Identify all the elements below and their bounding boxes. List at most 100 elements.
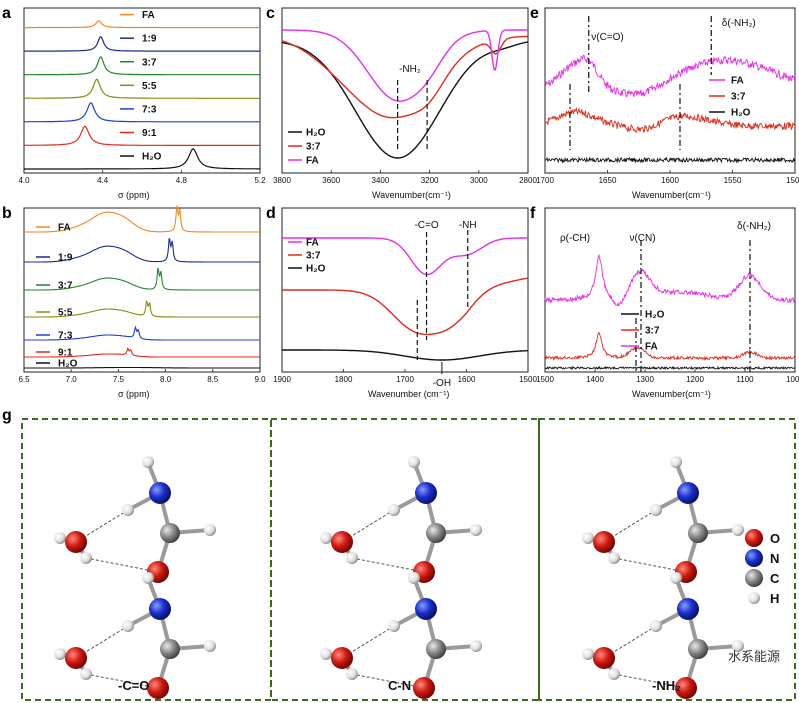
atom-h xyxy=(470,640,482,652)
annotation-label: ρ(-CH) xyxy=(560,233,590,244)
atom-o xyxy=(675,677,697,699)
atom-h xyxy=(670,572,682,584)
series-line xyxy=(544,54,796,98)
panel-e-label: e xyxy=(530,5,539,22)
legend-atom-label: C xyxy=(770,571,780,586)
atom-h xyxy=(320,648,332,660)
x-tick-label: 1700 xyxy=(396,375,414,384)
annotation-label: -OH xyxy=(433,378,451,389)
atom-h xyxy=(582,648,594,660)
legend-label: H₂O xyxy=(731,108,751,119)
atom-o xyxy=(331,531,353,553)
atom-h xyxy=(346,552,358,564)
atom-h xyxy=(732,524,744,536)
mol-caption-1: -C=O xyxy=(118,678,149,693)
mol-box-1 xyxy=(21,418,272,701)
panel-a-series xyxy=(24,20,260,170)
atom-h xyxy=(122,620,134,632)
series-line xyxy=(544,331,796,361)
hbond xyxy=(85,557,159,573)
panel-f-label: f xyxy=(530,205,536,222)
series-line xyxy=(282,29,528,102)
atom-c xyxy=(426,639,446,659)
series-line xyxy=(544,365,796,370)
x-tick-label: 1550 xyxy=(724,176,742,185)
panel-c: -NH₂ H₂O 3:7 FA 3800 3600 3400 3200 3000 2800 c… xyxy=(266,5,537,200)
annotation-label: -NH xyxy=(459,220,477,231)
panel-c-series: -NH₂ xyxy=(281,29,529,159)
series-line xyxy=(24,205,260,233)
legend-atom-label: O xyxy=(770,531,780,546)
panel-d-ticks: 1900 1800 1700 1600 1500 xyxy=(273,369,537,384)
atom-h xyxy=(204,524,216,536)
panel-e-frame xyxy=(544,7,796,174)
atom-h xyxy=(608,668,620,680)
atom-o xyxy=(593,531,615,553)
legend-atom xyxy=(745,549,763,567)
atom-h xyxy=(388,620,400,632)
panel-e-series: ν(C=O) δ(-NH₂) xyxy=(544,16,796,164)
x-tick-label: 4.0 xyxy=(18,176,30,185)
series-line xyxy=(24,325,260,341)
legend-label: 3:7 xyxy=(58,281,73,292)
legend-label: 7:3 xyxy=(58,331,73,342)
x-tick-label: 8.0 xyxy=(160,375,172,384)
mol-box-3 xyxy=(538,418,796,701)
legend-label: FA xyxy=(731,76,744,87)
atom-n xyxy=(677,482,699,504)
atom-h xyxy=(122,504,134,516)
legend-label: 5:5 xyxy=(58,308,73,319)
series-line xyxy=(281,41,529,159)
atom-o xyxy=(65,531,87,553)
panel-e-ticks: 1700 1650 1600 1550 1500 xyxy=(536,170,799,185)
atom-h xyxy=(670,456,682,468)
panel-f-legend: H₂O 3:7 FA xyxy=(621,310,665,353)
panel-d-xlabel: Wavenumber (cm⁻¹) xyxy=(368,389,449,399)
panel-a-frame xyxy=(23,7,261,174)
series-line xyxy=(544,156,796,164)
series-line xyxy=(24,366,260,369)
x-tick-label: 1800 xyxy=(335,375,353,384)
x-tick-label: 6.5 xyxy=(18,375,30,384)
panel-e-legend: FA 3:7 H₂O xyxy=(709,76,751,119)
series-line xyxy=(24,102,260,123)
atom-h xyxy=(732,640,744,652)
panel-f-series: ρ(-CH) ν(CN) δ(-NH₂) xyxy=(544,221,796,372)
legend-label: 3:7 xyxy=(142,57,157,68)
series-line xyxy=(24,347,260,358)
x-tick-label: 3600 xyxy=(322,176,340,185)
mol-caption-2: C-N xyxy=(388,678,411,693)
hbond xyxy=(613,673,687,689)
legend-label: 9:1 xyxy=(142,128,157,139)
panel-f: ρ(-CH) ν(CN) δ(-NH₂) H₂O 3:7 FA 1500 1400 1300… xyxy=(530,205,799,399)
hbond xyxy=(613,557,687,573)
panel-f-ticks: 1500 1400 1300 1200 1100 1000 xyxy=(536,369,799,384)
legend-label: 9:1 xyxy=(58,348,73,359)
atom-h xyxy=(142,456,154,468)
atom-c xyxy=(160,639,180,659)
x-tick-label: 4.4 xyxy=(97,176,109,185)
panel-d-label: d xyxy=(266,205,276,222)
atom-n xyxy=(149,598,171,620)
atom-h xyxy=(54,532,66,544)
atom-h xyxy=(650,504,662,516)
panel-d-series: -C=O -NH -OH xyxy=(282,220,529,389)
atom-h xyxy=(582,532,594,544)
legend-atom-label: H xyxy=(770,591,779,606)
annotation-nh2: -NH₂ xyxy=(399,64,421,75)
atom-h xyxy=(204,640,216,652)
legend-atom-label: N xyxy=(770,551,779,566)
x-tick-label: 2800 xyxy=(519,176,537,185)
x-tick-label: 4.8 xyxy=(176,176,188,185)
legend-label: 3:7 xyxy=(306,142,321,153)
x-tick-label: 3200 xyxy=(421,176,439,185)
legend-label: FA xyxy=(306,156,319,167)
series-line xyxy=(282,277,529,336)
x-tick-label: 3000 xyxy=(470,176,488,185)
atom-h xyxy=(142,572,154,584)
annotation-label: δ(-NH₂) xyxy=(737,221,771,232)
x-tick-label: 1500 xyxy=(519,375,537,384)
atom-c xyxy=(426,523,446,543)
annotation-label: ν(C=O) xyxy=(591,32,624,43)
